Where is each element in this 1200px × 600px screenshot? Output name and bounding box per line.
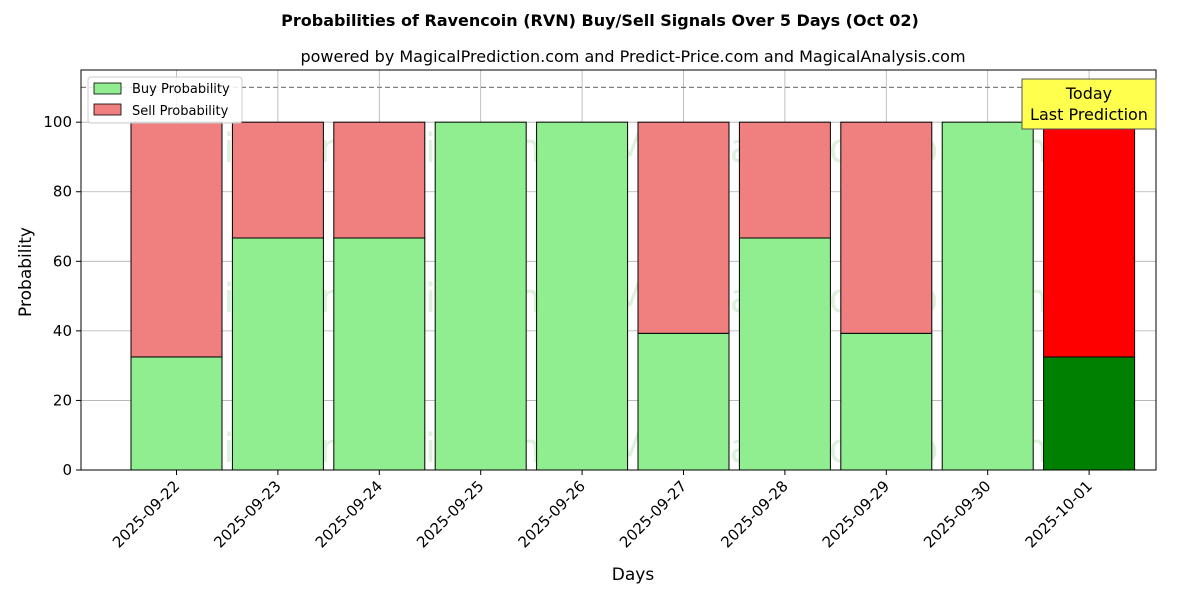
bar-buy xyxy=(637,332,730,471)
y-axis-ticks: 0 20 40 60 80 100 xyxy=(43,113,81,479)
bar-buy xyxy=(130,356,223,471)
x-tick-label: 2025-09-22 xyxy=(109,477,183,551)
chart-subtitle: powered by MagicalPrediction.com and Pre… xyxy=(300,47,965,66)
today-annotation: Today Last Prediction xyxy=(1021,78,1157,130)
today-annotation-line1: Today xyxy=(1065,84,1112,103)
legend-frame xyxy=(87,76,243,124)
bar-sell xyxy=(738,121,831,239)
x-tick-label: 2025-09-29 xyxy=(819,477,893,551)
x-tick-label: 2025-09-30 xyxy=(920,477,994,551)
bar-buy xyxy=(840,332,933,471)
x-tick-label: 2025-09-24 xyxy=(312,477,386,551)
y-tick-label: 20 xyxy=(53,391,72,409)
y-tick-label: 60 xyxy=(53,252,72,270)
bar-sell xyxy=(231,121,324,239)
legend-sell-swatch xyxy=(93,103,122,116)
x-tick-label: 2025-09-26 xyxy=(515,477,589,551)
today-annotation-line2: Last Prediction xyxy=(1030,105,1148,124)
legend: Buy Probability Sell Probability xyxy=(87,76,243,124)
y-tick-label: 0 xyxy=(62,461,72,479)
x-tick-label: 2025-09-27 xyxy=(616,477,690,551)
x-tick-label: 2025-09-23 xyxy=(210,477,284,551)
legend-buy-swatch xyxy=(93,82,122,95)
x-axis-ticks: 2025-09-22 2025-09-23 2025-09-24 2025-09-25… xyxy=(109,470,1096,551)
bar-sell xyxy=(130,121,223,358)
bar-buy xyxy=(941,121,1034,471)
y-tick-label: 80 xyxy=(53,183,72,201)
bar-buy xyxy=(231,237,324,471)
y-tick-label: 40 xyxy=(53,322,72,340)
bar-buy xyxy=(738,237,831,471)
bar-sell xyxy=(840,121,933,334)
y-axis-label: Probability xyxy=(16,227,36,317)
bar-sell xyxy=(333,121,426,239)
bar-sell xyxy=(637,121,730,334)
x-tick-label: 2025-09-25 xyxy=(413,477,487,551)
x-tick-label: 2025-09-28 xyxy=(717,477,791,551)
bar-sell xyxy=(1043,121,1136,358)
legend-buy-label: Buy Probability xyxy=(132,82,230,97)
y-tick-label: 100 xyxy=(43,113,72,131)
legend-sell-label: Sell Probability xyxy=(132,104,229,119)
bar-buy xyxy=(333,237,426,471)
bar-buy xyxy=(536,121,629,471)
bar-buy xyxy=(434,121,527,471)
chart-title: Probabilities of Ravencoin (RVN) Buy/Sel… xyxy=(281,11,919,30)
today-annotation-box xyxy=(1021,78,1157,130)
plot-frame xyxy=(80,69,1157,471)
bar-buy xyxy=(1043,356,1136,471)
bars xyxy=(130,121,1136,471)
x-tick-label: 2025-10-01 xyxy=(1022,477,1096,551)
x-axis-label: Days xyxy=(612,565,655,585)
